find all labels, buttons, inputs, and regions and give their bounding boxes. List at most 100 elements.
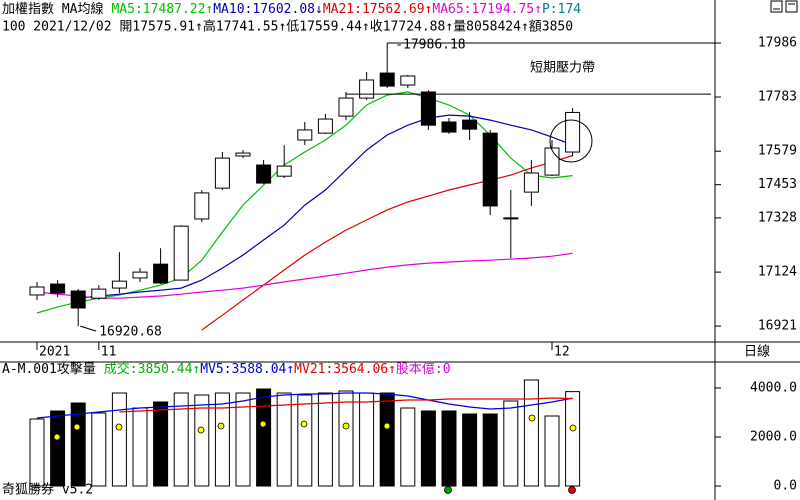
panel-header: 加權指數 MA均線 MA5:17487.22↑MA10:17602.08↓MA21… [2,1,581,17]
volume-bar [173,392,189,487]
volume-bar [441,410,457,487]
buy-dot [444,486,452,494]
volume-bar [70,402,86,487]
candle-body [420,91,436,126]
signal-dot [53,433,61,441]
volume-bar [420,410,436,487]
panel-header: A-M.001攻擊量 成交:3850.44↑MV5:3588.04↑MV21:35… [2,361,451,377]
volume-average-line [36,392,573,419]
signal-dot [73,423,81,431]
signal-dot [300,420,308,428]
window-button[interactable] [770,0,783,13]
signal-dot [217,422,225,430]
legend-entry: 成交:3850.44↑ [104,361,200,377]
y-tick-label: 17453 [758,177,797,192]
low-label: 16920.68 [99,325,162,340]
volume-bar [462,413,478,487]
candle-body [338,97,354,117]
volume-bar [235,392,251,487]
candle-body [194,192,210,220]
signal-dot [197,426,205,434]
volume-bar [256,388,272,487]
volume-bar [338,390,354,487]
signal-dot [342,422,350,430]
volume-bar [276,392,292,487]
signal-dot [569,424,577,432]
y-tick-label: 17783 [758,89,797,104]
signal-dot [259,420,267,428]
volume-bar [153,401,169,487]
candle-body [173,225,189,281]
candle-body [111,280,127,289]
candle-body [297,129,313,141]
volume-bar [565,391,581,487]
legend-entry: MA10:17602.08↓ [213,2,323,17]
signal-dots [53,414,577,441]
legend-entry: MA65:17194.75↑ [432,2,542,17]
price-panel: -17986.18 短期壓力帶 [29,38,715,331]
y-tick-label: 2000.0 [750,429,797,444]
candle-body [70,290,86,309]
volume-bar [482,413,498,487]
candle-body [276,165,292,177]
volume-bar [523,379,539,487]
y-tick-label: 17124 [758,265,797,280]
candle-body [400,75,416,86]
x-tick-label: 11 [101,345,117,360]
y-tick-label: 17986 [758,36,797,51]
candle-body [544,147,560,176]
legend-entry: MV5:3588.04↑ [200,362,294,377]
signal-dot [115,423,123,431]
candle-body [565,111,581,153]
y-tick-label: 16921 [758,319,797,334]
legend-entry: MA21:17562.69↑ [323,2,433,17]
volume-bar [317,392,333,487]
panel-title: 加權指數 MA均線 [2,1,103,17]
candle-body [153,263,169,284]
candle-body [235,152,251,157]
candle-body [50,283,66,294]
candle-body [317,118,333,134]
signal-dot [383,422,391,430]
candle-body [482,132,498,207]
panel-title: A-M.001攻擊量 [2,361,96,377]
x-tick-label: 12 [554,345,570,360]
candle-body [132,271,148,279]
y-tick-label: 17328 [758,210,797,225]
volume-bar [29,418,45,487]
sell-dot [568,486,576,494]
candle-body [214,157,230,189]
footer: 奇狐勝券 v5.2 [2,482,93,498]
y-tick-label: 17579 [758,144,797,159]
candle-body [29,286,45,296]
volume-bar [194,394,210,487]
candle-body [256,164,272,184]
volume-bar [111,392,127,487]
candle-body [91,288,107,299]
volume-bar [297,394,313,487]
legend-entry: 股本億:0 [396,361,451,377]
volume-bar [503,400,519,487]
candle-body [441,121,457,133]
volume-bar [359,392,375,487]
volume-bar [132,407,148,487]
window-button[interactable] [785,0,798,13]
legend-entry: P:174 [542,2,581,17]
volume-bar [379,392,395,487]
signal-dot [528,414,536,422]
candle-body [359,79,375,99]
volume-panel [29,379,581,487]
volume-bar [214,392,230,487]
y-tick-label: 4000.0 [750,380,797,395]
candle-body [503,217,519,220]
legend-entry: MA5:17487.22↑ [111,2,213,17]
resistance-label: 短期壓力帶 [530,61,595,76]
candle-body [523,172,539,193]
legend-entry: MV21:3564.06↑ [294,362,396,377]
volume-bar [50,410,66,487]
highlight-circle [549,119,593,163]
high-label: -17986.18 [395,38,465,53]
